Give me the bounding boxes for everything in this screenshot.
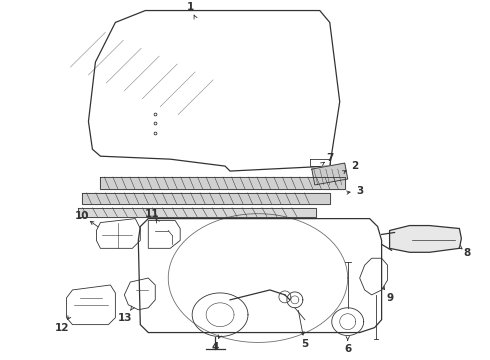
Text: 8: 8 — [464, 248, 471, 258]
Text: 13: 13 — [118, 313, 133, 323]
Text: 11: 11 — [145, 209, 160, 219]
Polygon shape — [312, 163, 348, 185]
Polygon shape — [390, 226, 462, 252]
Text: 6: 6 — [344, 345, 351, 354]
Text: 10: 10 — [75, 211, 90, 221]
Polygon shape — [78, 208, 316, 217]
Text: 3: 3 — [356, 186, 363, 196]
Polygon shape — [100, 177, 345, 189]
Polygon shape — [82, 193, 330, 204]
Text: 2: 2 — [351, 161, 358, 171]
Text: 4: 4 — [211, 342, 219, 352]
Text: 7: 7 — [326, 153, 334, 163]
Text: 12: 12 — [55, 323, 70, 333]
Text: 5: 5 — [301, 339, 308, 350]
Text: 9: 9 — [386, 293, 393, 303]
Text: 1: 1 — [187, 1, 194, 12]
